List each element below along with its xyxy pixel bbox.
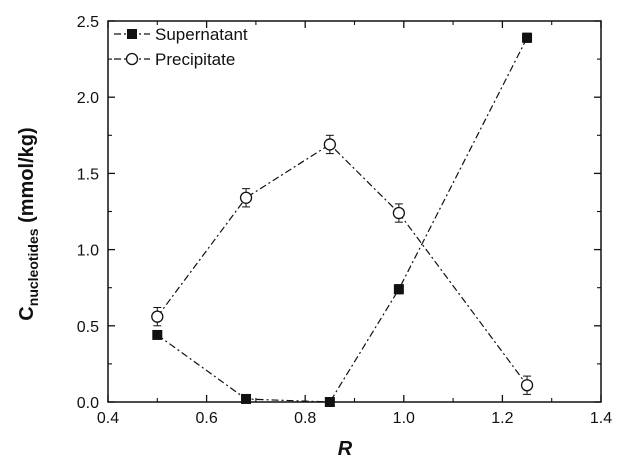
- precipitate-point: [392, 206, 406, 220]
- y-tick-label: 2.0: [77, 90, 99, 107]
- y-axis-title-main: C: [16, 306, 38, 320]
- supernatant-point: [393, 284, 404, 295]
- series-supernatant: [152, 32, 533, 407]
- series-precipitate: [151, 134, 534, 395]
- precipitate-point: [239, 191, 253, 204]
- precipitate-point: [323, 138, 337, 151]
- supernatant-point: [152, 329, 163, 340]
- precipitate-point: [520, 379, 534, 392]
- y-tick-label: 1.5: [77, 166, 99, 183]
- axes: [107, 20, 602, 403]
- supernatant-line: [156, 37, 528, 403]
- x-tick-label: 1.0: [393, 410, 415, 427]
- ticks: 0.4 0.6 0.8 1.0 1.2 1.4 0.0 0.5 1.0 1.5 2.0 2.5: [77, 14, 612, 427]
- legend-label: Precipitate: [155, 50, 235, 69]
- precipitate-point: [151, 310, 164, 323]
- legend: Supernatant Precipitate: [114, 25, 248, 69]
- y-axis-title-unit: (mmol/kg): [16, 127, 38, 228]
- y-axis-title: Cnucleotides (mmol/kg): [16, 127, 41, 320]
- series-layer: [151, 32, 534, 407]
- legend-label: Supernatant: [155, 25, 248, 44]
- legend-item-precipitate: Precipitate: [114, 50, 235, 69]
- y-tick-label: 0.5: [77, 319, 99, 336]
- y-tick-label: 0.0: [77, 395, 99, 412]
- y-tick-label: 1.0: [77, 243, 99, 260]
- legend-marker: [127, 29, 137, 39]
- x-axis-title: R: [338, 438, 353, 460]
- supernatant-point: [522, 32, 533, 43]
- precipitate-line: [156, 143, 528, 386]
- legend-marker: [125, 52, 139, 66]
- y-axis-title-sub: nucleotides: [25, 228, 41, 306]
- supernatant-point: [241, 393, 252, 404]
- y-tick-label: 2.5: [77, 14, 99, 31]
- x-tick-label: 0.4: [97, 410, 119, 427]
- x-tick-label: 0.8: [294, 410, 316, 427]
- supernatant-point: [324, 397, 335, 407]
- x-tick-label: 0.6: [195, 410, 217, 427]
- x-tick-label: 1.4: [590, 410, 612, 427]
- plot-frame: [107, 20, 602, 403]
- x-tick-label: 1.2: [491, 410, 513, 427]
- legend-item-supernatant: Supernatant: [114, 25, 248, 44]
